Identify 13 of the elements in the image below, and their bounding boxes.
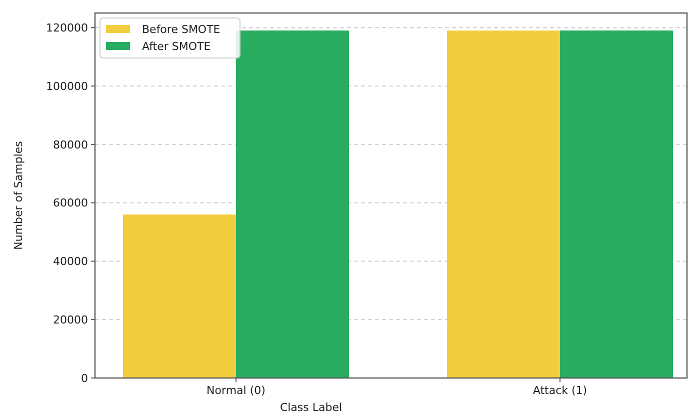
legend-label: Before SMOTE	[142, 22, 220, 36]
legend-label: After SMOTE	[142, 40, 211, 53]
y-tick-label: 20000	[53, 313, 88, 326]
y-tick-label: 100000	[46, 80, 88, 93]
y-tick-label: 80000	[53, 138, 88, 152]
y-tick-label: 40000	[53, 255, 88, 268]
x-tick-label: Attack (1)	[532, 384, 588, 397]
y-tick-label: 120000	[46, 21, 88, 34]
x-axis-title: Class Label	[280, 401, 342, 414]
y-axis-title: Number of Samples	[12, 140, 25, 250]
y-tick-label: 0	[81, 372, 88, 385]
x-tick-label: Normal (0)	[206, 384, 266, 397]
y-tick-label: 60000	[53, 196, 88, 210]
